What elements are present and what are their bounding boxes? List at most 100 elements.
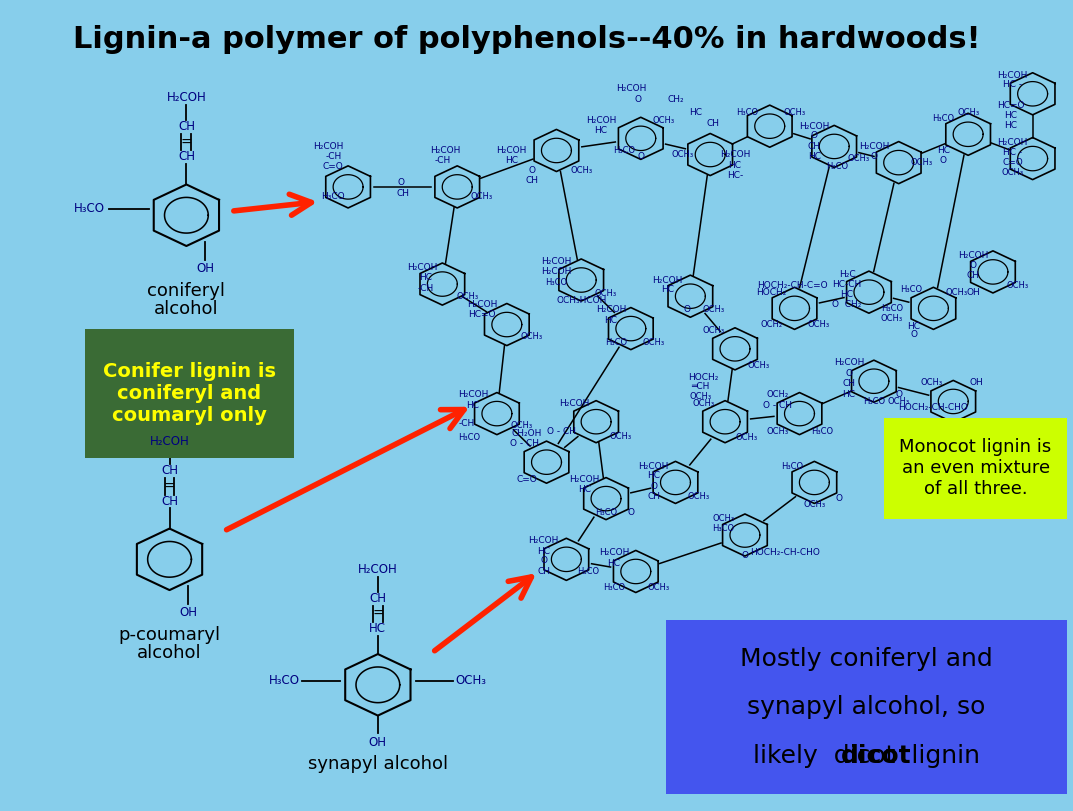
Text: HC -: HC - bbox=[1003, 148, 1023, 157]
Text: OH: OH bbox=[369, 736, 387, 749]
Text: CH: CH bbox=[808, 142, 821, 151]
Text: OCH₃: OCH₃ bbox=[712, 514, 734, 523]
Text: H₂COH: H₂COH bbox=[638, 461, 668, 470]
Text: O: O bbox=[836, 494, 842, 503]
Text: O: O bbox=[650, 482, 657, 491]
Text: H₂COH: H₂COH bbox=[358, 563, 398, 576]
Text: H₃CO: H₃CO bbox=[712, 524, 734, 533]
Text: HOCH₂-CH-C=O: HOCH₂-CH-C=O bbox=[758, 281, 828, 290]
Text: =: = bbox=[372, 607, 384, 620]
Text: O - CH: O - CH bbox=[763, 401, 792, 410]
Text: HC: HC bbox=[1004, 121, 1017, 130]
Text: HC: HC bbox=[604, 316, 617, 325]
Text: HC: HC bbox=[647, 471, 660, 480]
Text: coniferyl: coniferyl bbox=[147, 281, 225, 299]
Text: H₂COH: H₂COH bbox=[467, 300, 497, 309]
Text: OCH₂: OCH₂ bbox=[761, 320, 783, 329]
Text: OCH₃: OCH₃ bbox=[702, 306, 724, 315]
Text: ═CH: ═CH bbox=[691, 382, 709, 392]
Text: OCH₃: OCH₃ bbox=[957, 108, 980, 117]
Text: H₃CO: H₃CO bbox=[781, 461, 804, 470]
Text: Mostly coniferyl and: Mostly coniferyl and bbox=[740, 646, 993, 671]
Text: H₃CO: H₃CO bbox=[811, 427, 834, 436]
Text: dicot: dicot bbox=[841, 744, 912, 768]
Text: H₃CO: H₃CO bbox=[863, 397, 885, 406]
Text: H₂COH: H₂COH bbox=[541, 268, 572, 277]
Text: OCH₃: OCH₃ bbox=[652, 116, 675, 125]
Text: H₃CO: H₃CO bbox=[322, 192, 346, 201]
Text: OCH₃: OCH₃ bbox=[702, 326, 724, 335]
Text: Monocot lignin is
an even mixture
of all three.: Monocot lignin is an even mixture of all… bbox=[899, 439, 1052, 498]
Text: Lignin-a polymer of polyphenols--40% in hardwoods!: Lignin-a polymer of polyphenols--40% in … bbox=[73, 25, 981, 54]
Text: O: O bbox=[940, 156, 946, 165]
Text: OCH₃: OCH₃ bbox=[921, 378, 942, 388]
Text: HC: HC bbox=[661, 285, 674, 294]
Text: OCH₃: OCH₃ bbox=[511, 421, 533, 431]
Text: H₂COH: H₂COH bbox=[497, 146, 527, 155]
Text: HC=O: HC=O bbox=[468, 310, 496, 319]
Text: O - CH: O - CH bbox=[510, 439, 540, 448]
Text: O - CH: O - CH bbox=[547, 427, 576, 436]
Text: H₃CO: H₃CO bbox=[458, 433, 481, 442]
Text: O: O bbox=[540, 556, 547, 565]
Text: H₃CO: H₃CO bbox=[900, 285, 923, 294]
Text: H₃CO: H₃CO bbox=[594, 508, 617, 517]
Text: HC -: HC - bbox=[1003, 80, 1023, 89]
Text: HC: HC bbox=[607, 559, 620, 568]
Text: H₂C: H₂C bbox=[839, 270, 855, 279]
Text: H₃CO: H₃CO bbox=[613, 146, 635, 155]
Text: OCH₃: OCH₃ bbox=[783, 108, 806, 117]
Text: HC: HC bbox=[536, 547, 550, 556]
Text: CH: CH bbox=[707, 119, 720, 128]
Text: OCH₃: OCH₃ bbox=[1002, 168, 1024, 177]
Text: HC: HC bbox=[808, 152, 821, 161]
Text: CH: CH bbox=[647, 491, 660, 500]
Text: =: = bbox=[164, 479, 175, 493]
Text: -CH: -CH bbox=[417, 284, 433, 293]
Text: HOCH₂: HOCH₂ bbox=[756, 288, 787, 297]
Text: CH: CH bbox=[369, 592, 386, 605]
Text: OH: OH bbox=[196, 262, 215, 275]
Text: HC: HC bbox=[418, 273, 432, 282]
Text: HC: HC bbox=[840, 290, 854, 299]
Text: H₃CO: H₃CO bbox=[545, 278, 568, 287]
Text: CH: CH bbox=[161, 495, 178, 508]
Text: O: O bbox=[970, 261, 976, 270]
Text: CH: CH bbox=[396, 189, 409, 198]
Text: -CH: -CH bbox=[325, 152, 341, 161]
Text: OCH₃: OCH₃ bbox=[520, 333, 543, 341]
Text: OH: OH bbox=[966, 288, 980, 297]
Text: O: O bbox=[634, 95, 642, 104]
Text: HC-CH: HC-CH bbox=[833, 280, 862, 289]
Text: HOCH₂-CH-CHO: HOCH₂-CH-CHO bbox=[898, 402, 968, 412]
Text: H₂COH: H₂COH bbox=[834, 358, 864, 367]
Text: OCH₃: OCH₃ bbox=[643, 338, 664, 347]
Text: HOCH₂-CH-CHO: HOCH₂-CH-CHO bbox=[750, 548, 820, 557]
Text: O: O bbox=[895, 389, 902, 399]
Text: CH₂: CH₂ bbox=[667, 95, 684, 104]
Text: OCH₃: OCH₃ bbox=[807, 320, 829, 329]
Text: p-coumaryl: p-coumaryl bbox=[118, 625, 221, 644]
Text: O: O bbox=[628, 508, 634, 517]
Text: Conifer lignin is
coniferyl and
coumaryl only: Conifer lignin is coniferyl and coumaryl… bbox=[103, 362, 276, 425]
Text: O: O bbox=[741, 551, 749, 560]
Text: OCH₃: OCH₃ bbox=[881, 314, 902, 323]
Text: HC-: HC- bbox=[726, 171, 744, 180]
Text: OCH₃: OCH₃ bbox=[804, 500, 825, 508]
Text: H₂COH: H₂COH bbox=[313, 142, 343, 151]
Text: CH₂OH: CH₂OH bbox=[512, 429, 542, 438]
Text: O: O bbox=[811, 131, 818, 140]
Text: OCH₃: OCH₃ bbox=[609, 431, 632, 440]
Text: OCH₃: OCH₃ bbox=[456, 292, 479, 301]
Text: H₃CO: H₃CO bbox=[932, 114, 954, 122]
Text: H₂COH: H₂COH bbox=[599, 548, 629, 557]
Text: CH: CH bbox=[178, 120, 195, 133]
FancyBboxPatch shape bbox=[665, 620, 1068, 794]
Text: H₂COH: H₂COH bbox=[166, 91, 206, 104]
Text: OCH₃: OCH₃ bbox=[456, 674, 487, 687]
Text: -CH: -CH bbox=[435, 156, 451, 165]
Text: OCH₃: OCH₃ bbox=[672, 150, 693, 159]
Text: OCH₃: OCH₃ bbox=[471, 192, 494, 201]
Text: H₂COH: H₂COH bbox=[799, 122, 829, 131]
Text: =: = bbox=[180, 135, 192, 149]
